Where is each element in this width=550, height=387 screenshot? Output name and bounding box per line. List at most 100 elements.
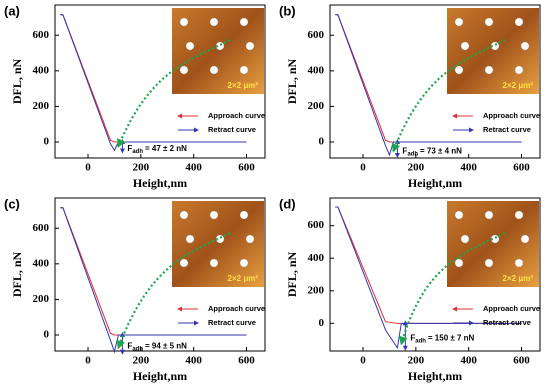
adhesion-value: = 150 ± 7 nN [428,334,475,343]
inset-label: 2×2 μm² [228,274,259,283]
panel-label: (b) [279,3,296,18]
inset-marker [209,65,219,75]
y-tick-label: 200 [33,293,50,305]
adhesion-value: = 73 ± 4 nN [420,147,462,156]
data-line [60,14,247,152]
x-tick-label: 200 [408,355,425,367]
x-tick-label: 200 [408,162,425,174]
y-tick-label: 400 [33,64,50,76]
legend-label: Approach curve [483,111,540,120]
inset-marker [239,210,249,220]
panel: (c) 0 200 400 600 0 200 400 600 Height,nm DFL, nN F… [4,196,266,383]
plot-frame [329,197,541,352]
adhesion-label: Fadh = 150 ± 7 nN [410,334,474,344]
legend-label: Retract curve [483,125,531,134]
y-tick-label: 200 [33,100,50,112]
x-tick-label: 400 [460,355,477,367]
adhesion-symbol: F [127,341,132,350]
adhesion-label: Fadh = 94 ± 5 nN [127,341,187,351]
x-tick-label: 600 [513,162,530,174]
x-tick-label: 600 [238,162,255,174]
y-tick-label: 0 [319,136,325,148]
inset-marker [520,41,530,51]
inset-marker [179,258,189,268]
adhesion-subscript: adh [132,346,143,352]
x-tick-label: 0 [360,162,366,174]
x-tick-label: 0 [85,355,91,367]
legend-label: Retract curve [483,318,531,327]
inset-label: 2×2 μm² [503,81,534,90]
inset-marker [209,210,219,220]
inset-marker [454,65,464,75]
inset-marker [209,258,219,268]
x-tick-label: 400 [185,355,202,367]
y-tick-label: 600 [308,29,325,41]
inset-marker [460,41,470,51]
x-tick-label: 0 [85,162,91,174]
inset-marker [484,17,494,27]
inset-marker [179,65,189,75]
inset-marker [179,210,189,220]
inset-marker [239,65,249,75]
data-line [335,206,522,350]
y-tick-label: 0 [319,317,325,329]
adhesion-value: = 94 ± 5 nN [145,341,187,350]
pointer-arrow [117,39,231,148]
inset-marker [514,17,524,27]
y-axis-label: DFL, nN [285,58,299,104]
inset-marker [239,258,249,268]
inset-marker [514,210,524,220]
y-tick-label: 600 [308,219,325,231]
x-tick-label: 0 [360,355,366,367]
inset-marker [179,17,189,27]
pointer-arrow [391,39,506,153]
legend-label: Approach curve [208,111,265,120]
y-tick-label: 600 [33,29,50,41]
inset-marker [185,41,195,51]
y-axis-label: DFL, nN [10,58,24,104]
panel: (d) 0 200 400 600 0 200 400 600 Height,nm DFL, nN F… [279,196,541,383]
panel-label: (d) [279,196,296,211]
x-tick-label: 600 [238,355,255,367]
adhesion-subscript: adh [132,149,143,155]
plot-frame [54,4,266,159]
inset-marker [215,234,225,244]
x-tick-label: 200 [133,162,150,174]
x-tick-label: 400 [185,162,202,174]
inset-marker [454,17,464,27]
legend-label: Retract curve [208,125,256,134]
inset-marker [460,234,470,244]
inset-marker [239,17,249,27]
y-axis-label: DFL, nN [10,251,24,297]
inset-marker [209,17,219,27]
y-tick-label: 400 [308,252,325,264]
inset-marker [484,210,494,220]
plot-frame [329,4,541,159]
adhesion-label: Fadh = 47 ± 2 nN [127,144,187,154]
inset-marker [245,41,255,51]
panel-label: (c) [4,196,20,211]
inset-marker [454,210,464,220]
inset-marker [185,234,195,244]
adhesion-symbol: F [402,147,407,156]
inset-marker [484,65,494,75]
x-tick-label: 200 [133,355,150,367]
x-axis-label: Height,nm [408,176,462,190]
inset-label: 2×2 μm² [503,274,534,283]
y-tick-label: 0 [44,136,50,148]
x-tick-label: 600 [513,355,530,367]
inset-label: 2×2 μm² [228,81,259,90]
inset-marker [484,258,494,268]
data-line [60,207,247,354]
y-tick-label: 0 [44,329,50,341]
inset-marker [490,234,500,244]
pointer-arrow [399,232,506,346]
x-tick-label: 400 [460,162,477,174]
adhesion-subscript: adh [407,151,418,157]
adhesion-symbol: F [127,144,132,153]
adhesion-value: = 47 ± 2 nN [145,144,187,153]
panel: (b) 0 200 400 600 0 200 400 600 Height,nm DFL, nN F… [279,3,541,190]
inset-marker [514,258,524,268]
x-axis-label: Height,nm [133,176,187,190]
